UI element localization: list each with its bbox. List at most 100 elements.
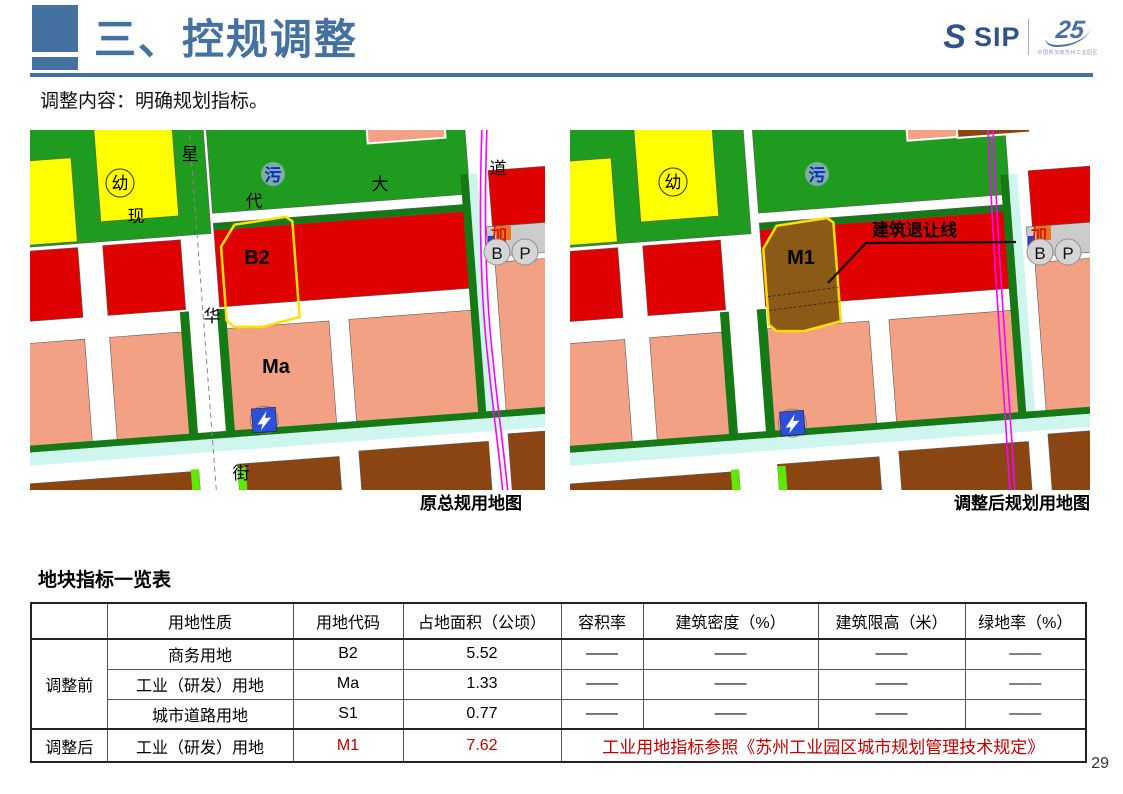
page-title: 三、控规调整: [94, 16, 359, 63]
brown-block-3: [898, 441, 1036, 490]
parcel-b2-label: B2: [244, 247, 270, 269]
cell-far: ——: [560, 638, 644, 670]
cell-code-m1: M1: [292, 728, 404, 763]
cell-nature: 城市道路用地: [106, 698, 294, 730]
brown-block-2: [777, 456, 886, 490]
cell-density: ——: [642, 638, 819, 670]
group-before: 调整前: [30, 638, 108, 730]
salmon-block-5: [494, 256, 545, 417]
lightning-icon: [785, 413, 800, 434]
map-original-plan: 幼 污 星 现 代 大 道 华 街 B2 Ma 加 B P: [30, 130, 545, 490]
sewage-label: 污: [809, 165, 826, 185]
cyan-strip-canal: [1008, 173, 1037, 430]
cell-code: S1: [292, 698, 404, 730]
map-adjusted-svg: 建筑退让线 幼 污 M1 加 B P: [570, 130, 1090, 490]
green-block-top: [750, 130, 1011, 214]
cell-green: ——: [964, 698, 1087, 730]
road-label-hua: 华: [204, 307, 221, 326]
header-far: 容积率: [560, 602, 644, 640]
header-area: 占地面积（公顷）: [402, 602, 562, 640]
parcel-ma-label: Ma: [262, 356, 291, 378]
title-decor-bar: [32, 57, 78, 70]
bus-circle: [483, 238, 511, 266]
parking-circle: [511, 238, 539, 266]
page-number: 29: [1091, 755, 1109, 772]
sip-s-icon: S: [943, 18, 966, 56]
cell-height: ——: [817, 638, 966, 670]
anniversary-logo: 25 中国新加坡苏州工业园区: [1037, 16, 1098, 56]
parking-circle: [1054, 238, 1082, 266]
red-block-2: [642, 239, 727, 316]
header-blank: [30, 602, 108, 640]
header-land-nature: 用地性质: [106, 602, 294, 640]
green-strip-left: [179, 311, 200, 452]
bright-green-strip-2: [237, 465, 251, 490]
table-row: 调整前 商务用地 B2 5.52 —— —— —— ——: [30, 638, 1087, 730]
bright-green-strip-2: [777, 465, 791, 490]
salmon-block-5: [1034, 256, 1090, 417]
plot-indicator-table: 用地性质 用地代码 占地面积（公顷） 容积率 建筑密度（%） 建筑限高（米） 绿…: [30, 602, 1087, 763]
parking-label: P: [519, 244, 530, 263]
anniversary-subtext: 中国新加坡苏州工业园区: [1037, 50, 1098, 56]
caption-adjusted-map: 调整后规划用地图: [954, 494, 1090, 513]
salmon-block-2: [109, 331, 196, 446]
caption-original-map: 原总规用地图: [420, 494, 522, 513]
red-block-topright: [1027, 164, 1090, 227]
cell-far: ——: [560, 698, 644, 730]
header-density: 建筑密度（%）: [642, 602, 819, 640]
kindergarten-circle: [658, 167, 688, 197]
metro-line-2: [484, 130, 509, 490]
kindergarten-circle: [105, 168, 135, 198]
cell-green: ——: [964, 668, 1087, 700]
anniversary-25: 25: [1043, 16, 1092, 47]
brown-block-4: [507, 427, 545, 490]
yellow-block-1: [570, 157, 618, 248]
metro-line-2: [992, 130, 1016, 490]
cell-height: ——: [817, 698, 966, 730]
table-header-row: 用地性质 用地代码 占地面积（公顷） 容积率 建筑密度（%） 建筑限高（米） 绿…: [30, 602, 1087, 640]
cell-nature: 工业（研发）用地: [106, 728, 294, 763]
road-label-xing: 星: [182, 145, 199, 164]
land-blocks: [30, 130, 545, 490]
bus-circle: [1026, 238, 1054, 266]
setback-label: 建筑退让线: [872, 220, 957, 240]
header-rule: [30, 73, 1093, 77]
cell-far: ——: [560, 668, 644, 700]
brown-block-1: [30, 470, 206, 490]
bright-green-strip-1: [190, 469, 204, 490]
metro-line-1: [987, 130, 1011, 490]
setback-dashed-2: [768, 300, 840, 312]
salmon-block-1: [570, 339, 634, 454]
cell-industrial-note: 工业用地指标参照《苏州工业园区城市规划管理技术规定》: [560, 728, 1087, 763]
road-label-jie: 街: [233, 464, 250, 483]
lightning-icon: [257, 410, 272, 431]
metro-line-1: [479, 130, 504, 490]
setback-dashed-1: [767, 286, 839, 298]
sip-logo-text: SIP: [973, 21, 1021, 52]
cell-code: B2: [292, 638, 404, 670]
green-strip-canal: [460, 174, 488, 430]
brown-block-2: [237, 456, 346, 490]
cell-nature: 商务用地: [106, 638, 294, 670]
yellow-block-1: [30, 157, 78, 248]
cell-area: 5.52: [402, 638, 562, 670]
sewage-circle: [805, 162, 829, 186]
road-label-xian: 现: [128, 207, 145, 226]
red-block-2: [102, 239, 187, 316]
title-decor-square: [32, 5, 78, 52]
cell-nature: 工业（研发）用地: [106, 668, 294, 700]
red-block-1: [570, 247, 624, 324]
substation-circle: [249, 405, 279, 435]
brown-block-3: [358, 440, 496, 490]
canal-green-edge: [570, 403, 1090, 455]
salmon-block-2: [649, 331, 736, 446]
green-strip-right: [216, 308, 237, 449]
bus-label: B: [1034, 244, 1045, 263]
sewage-circle: [261, 162, 285, 186]
cell-area: 1.33: [402, 668, 562, 700]
yellow-block-2: [632, 130, 719, 223]
substation-circle: [777, 408, 807, 438]
cell-code: Ma: [292, 668, 404, 700]
table-row-adjusted: 调整后 工业（研发）用地 M1 7.62 工业用地指标参照《苏州工业园区城市规划…: [30, 728, 1087, 763]
bus-label: B: [491, 244, 502, 263]
